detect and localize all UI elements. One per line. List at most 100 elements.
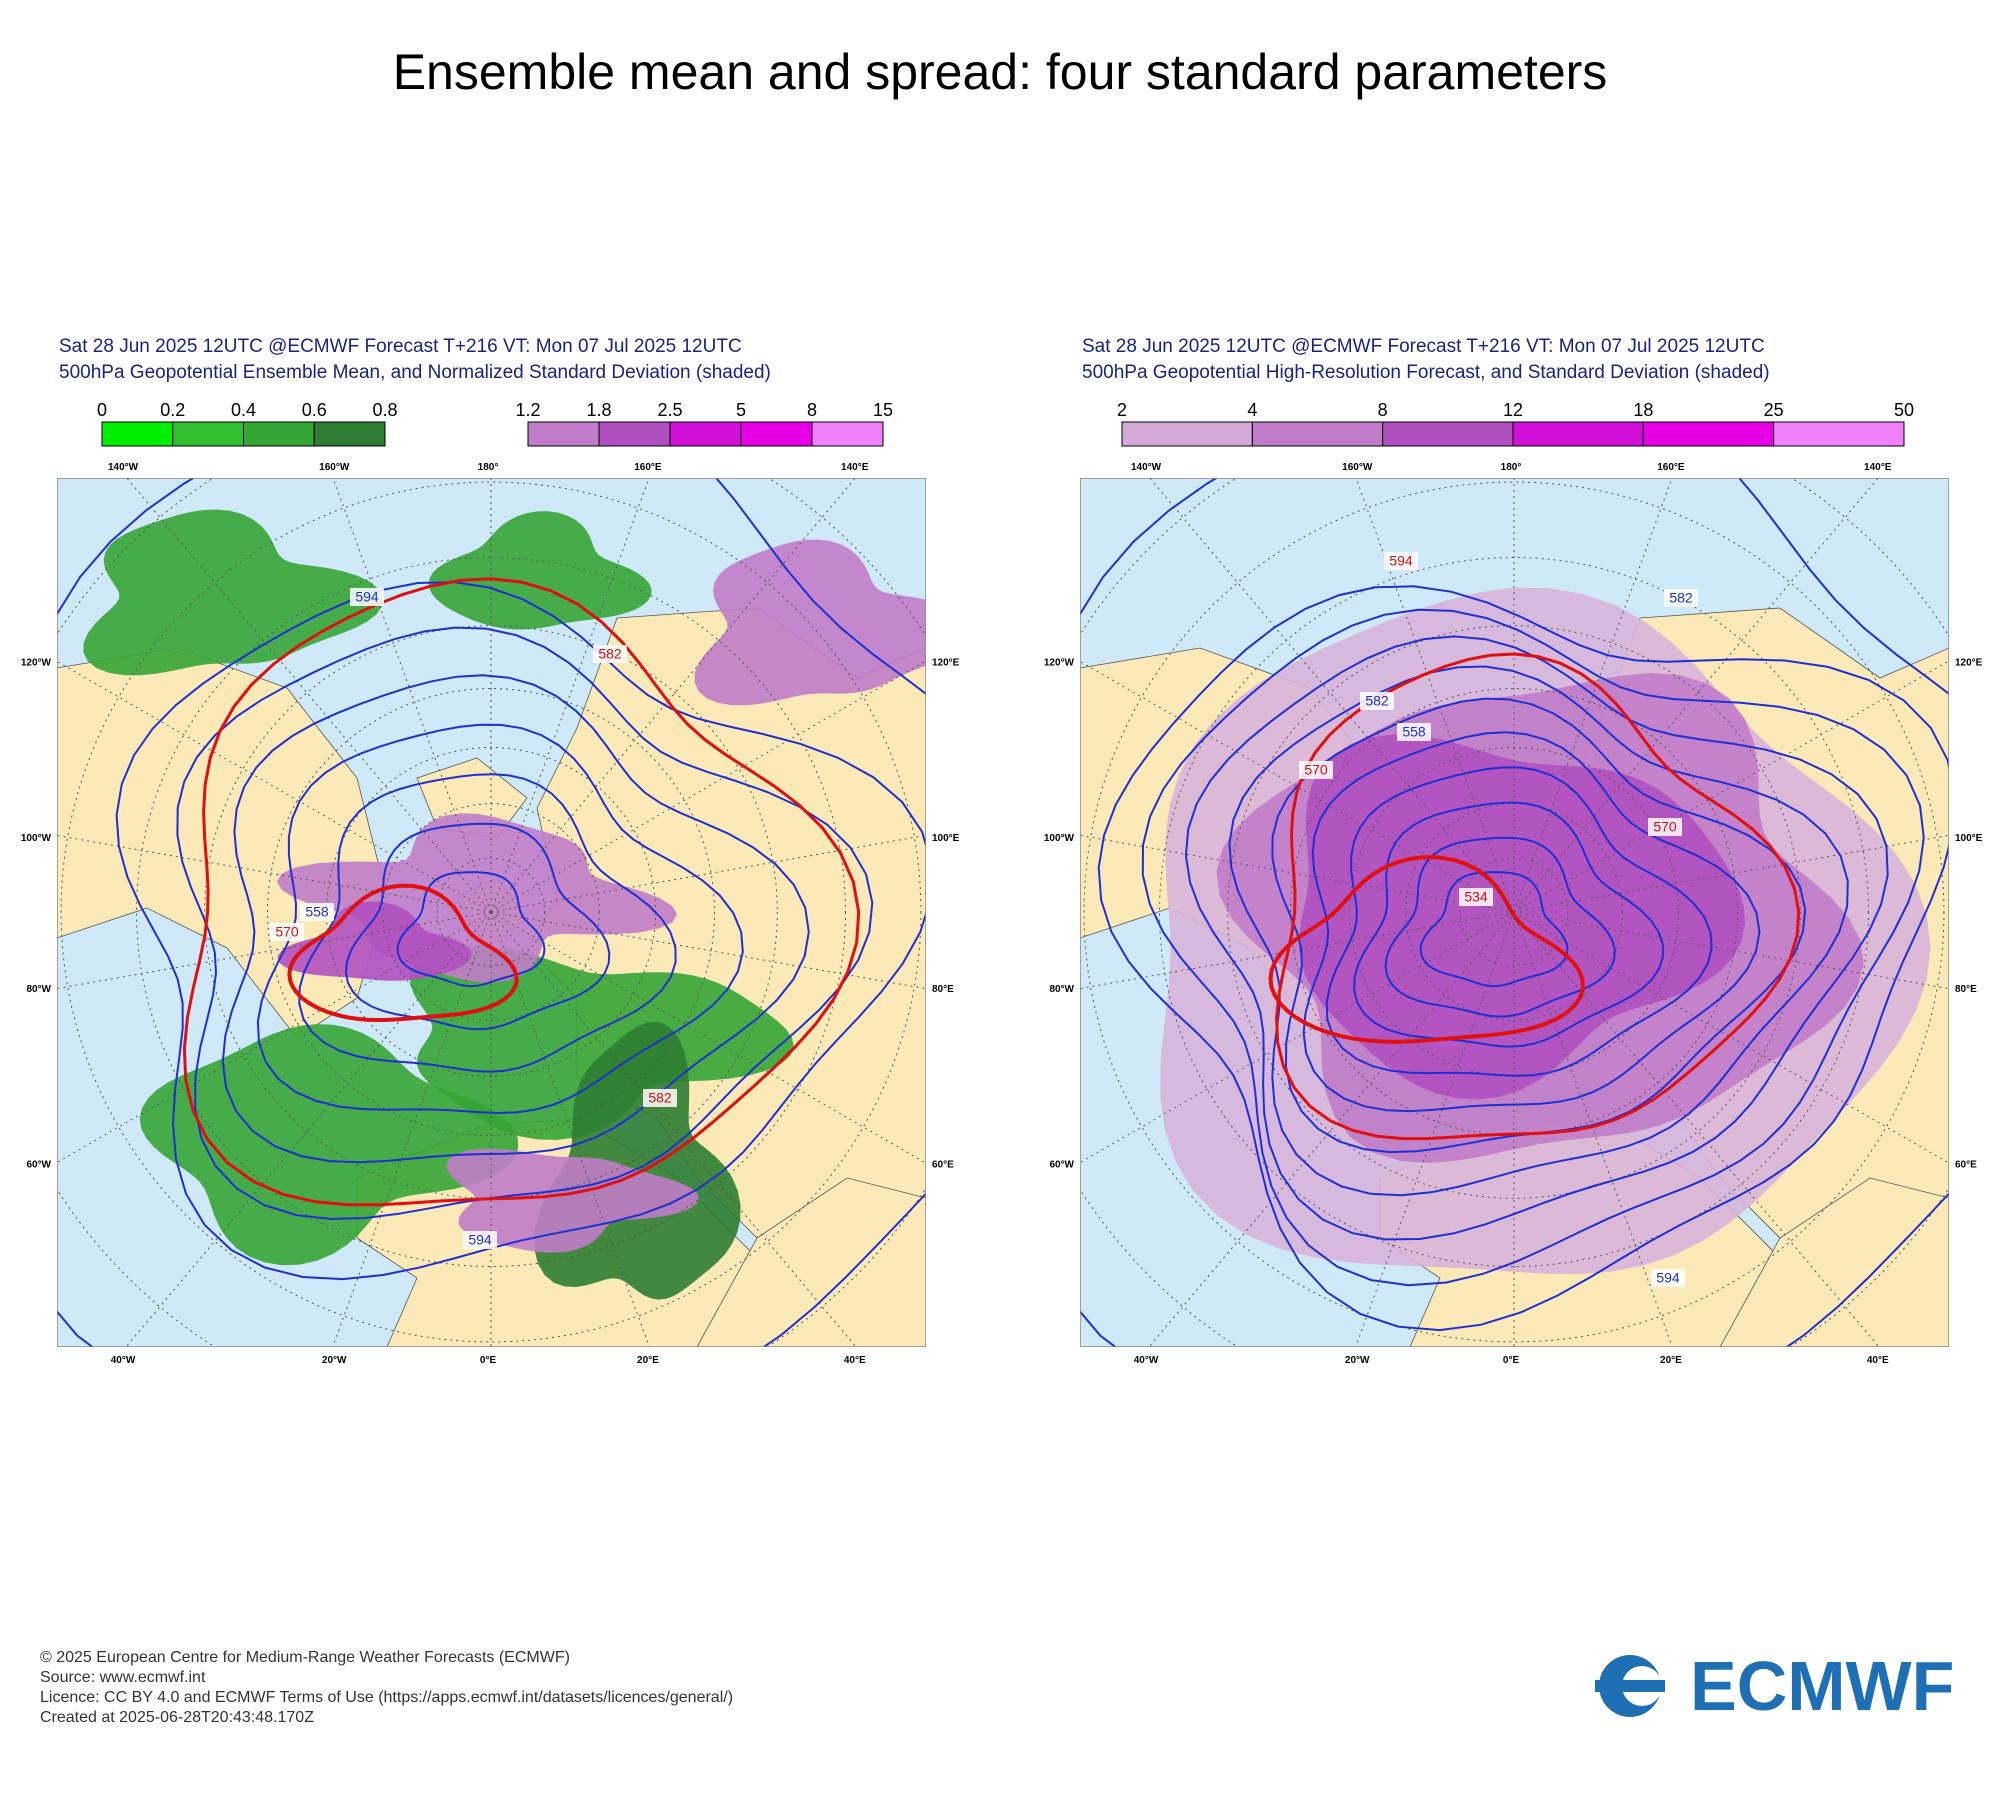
lon-label: 140°E bbox=[841, 462, 869, 473]
shading bbox=[694, 539, 926, 706]
colorbar-label: 0.4 bbox=[231, 400, 256, 420]
meridian bbox=[1080, 911, 1515, 1164]
colorbar-label: 0.6 bbox=[302, 400, 327, 420]
contour-red bbox=[287, 883, 519, 1022]
contour bbox=[115, 581, 926, 1281]
contour-label-bg bbox=[463, 1231, 497, 1249]
lon-label: 0°E bbox=[480, 1355, 497, 1366]
contour bbox=[221, 674, 810, 1164]
contour bbox=[1080, 478, 1949, 1347]
colorbar-box bbox=[811, 421, 884, 447]
lon-label: 140°W bbox=[1131, 462, 1162, 473]
lon-label: 0°E bbox=[1503, 1355, 1520, 1366]
colorbar-label: 2.5 bbox=[657, 400, 682, 420]
meridian bbox=[1080, 834, 1515, 913]
meridian bbox=[490, 478, 650, 913]
lon-label: 80°W bbox=[26, 984, 51, 995]
latitude-circle bbox=[60, 481, 922, 1343]
logo-icon bbox=[1595, 1680, 1665, 1692]
lon-label: 40°E bbox=[844, 1355, 866, 1366]
contour-label-bg bbox=[1459, 888, 1493, 906]
map: 582 594 570 558 582 594 140°W 160°W 180° 160°E 140… bbox=[21, 462, 960, 1366]
contour-label-bg bbox=[1664, 589, 1698, 607]
footer-line: Source: www.ecmwf.int bbox=[40, 1669, 206, 1686]
colorbar-label: 50 bbox=[1894, 400, 1914, 420]
contour-label: 534 bbox=[1464, 889, 1488, 905]
colorbar-box bbox=[172, 421, 244, 447]
contour bbox=[1384, 836, 1616, 1018]
contour-label: 582 bbox=[598, 646, 622, 662]
shading bbox=[139, 1024, 519, 1266]
contour-label: 558 bbox=[305, 904, 329, 920]
meridian bbox=[1513, 834, 1949, 913]
lon-label: 20°W bbox=[322, 1355, 347, 1366]
lon-label: 180° bbox=[1501, 462, 1522, 473]
shading bbox=[277, 901, 472, 981]
colorbar-box bbox=[1642, 421, 1775, 447]
colorbar-box bbox=[1512, 421, 1644, 447]
colorbar-box bbox=[1121, 421, 1253, 447]
lon-label: 160°E bbox=[1657, 462, 1685, 473]
contour bbox=[1419, 871, 1569, 988]
contour-red bbox=[1275, 652, 1801, 1141]
colorbar-box bbox=[313, 421, 386, 447]
lon-label: 60°W bbox=[1049, 1160, 1074, 1171]
colorbar-label: 18 bbox=[1633, 400, 1653, 420]
contour-label-bg bbox=[300, 903, 334, 921]
contour-label-bg bbox=[1384, 552, 1418, 570]
lon-label: 120°W bbox=[1044, 657, 1075, 668]
contour-label: 570 bbox=[275, 924, 299, 940]
lon-label: 80°E bbox=[932, 984, 954, 995]
colorbar-box bbox=[598, 421, 671, 447]
lon-label: 120°W bbox=[21, 657, 52, 668]
contour-label-bg bbox=[1360, 692, 1394, 710]
land bbox=[57, 647, 388, 1039]
contour-red bbox=[1268, 855, 1585, 1044]
colorbar-label: 4 bbox=[1247, 400, 1257, 420]
colorbar-label: 5 bbox=[736, 400, 746, 420]
contour-label: 582 bbox=[648, 1090, 672, 1106]
lon-label: 40°W bbox=[1134, 1355, 1159, 1366]
contour-label-bg bbox=[1299, 761, 1333, 779]
contour-label-bg bbox=[1397, 723, 1431, 741]
meridian bbox=[57, 911, 492, 990]
map: 594 582 570 558 534 582 570 594 140°W 160°W 180° 16… bbox=[1044, 462, 1983, 1366]
land bbox=[1719, 1177, 1949, 1347]
contour-label-bg bbox=[270, 923, 304, 941]
meridian bbox=[490, 660, 926, 913]
footer-line: © 2025 European Centre for Medium-Range … bbox=[40, 1649, 570, 1666]
colorbar-label: 1.2 bbox=[515, 400, 540, 420]
colorbar-label: 8 bbox=[807, 400, 817, 420]
contour-label: 594 bbox=[468, 1232, 492, 1248]
meridian bbox=[490, 911, 926, 1164]
panel-header: 500hPa Geopotential Ensemble Mean, and N… bbox=[59, 362, 771, 383]
meridian bbox=[1513, 660, 1949, 913]
lon-label: 60°E bbox=[932, 1160, 954, 1171]
shading bbox=[410, 945, 794, 1140]
lon-label: 180° bbox=[478, 462, 499, 473]
contour-label: 570 bbox=[1653, 819, 1677, 835]
land bbox=[696, 1177, 926, 1347]
shading bbox=[428, 511, 652, 630]
map-content bbox=[57, 478, 926, 1347]
lon-label: 100°W bbox=[1044, 833, 1075, 844]
meridian bbox=[332, 478, 492, 913]
map-content bbox=[1080, 478, 1949, 1347]
contour bbox=[1184, 635, 1889, 1241]
meridian bbox=[1513, 911, 1880, 1347]
lon-label: 120°E bbox=[932, 657, 960, 668]
latitude-circle bbox=[204, 625, 778, 1199]
lon-label: 80°E bbox=[1955, 984, 1977, 995]
footer-line: Created at 2025-06-28T20:43:48.170Z bbox=[40, 1709, 314, 1726]
colorbar-label: 15 bbox=[873, 400, 893, 420]
contour bbox=[1353, 801, 1664, 1048]
lon-label: 20°E bbox=[1660, 1355, 1682, 1366]
contour-label: 594 bbox=[355, 589, 379, 605]
colorbar-label: 25 bbox=[1764, 400, 1784, 420]
contour-label-bg bbox=[1648, 818, 1682, 836]
meridian bbox=[332, 911, 492, 1347]
contour-label: 594 bbox=[1656, 1270, 1680, 1286]
shading bbox=[83, 509, 384, 676]
colorbar-box bbox=[1251, 421, 1384, 447]
